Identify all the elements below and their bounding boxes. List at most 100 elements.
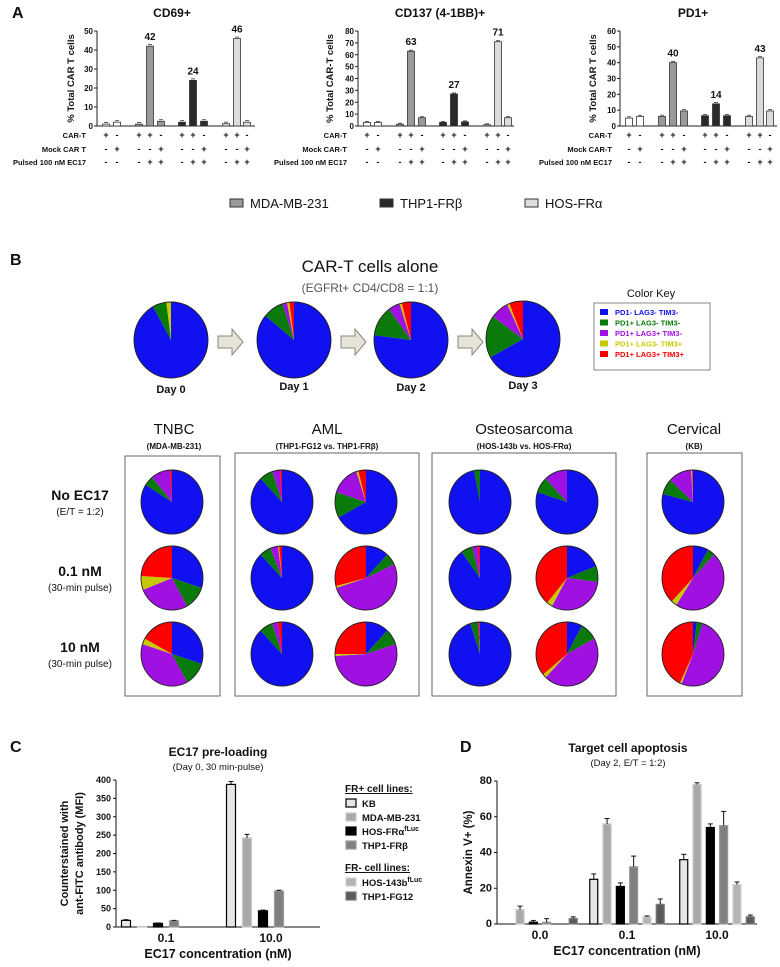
sign: - (410, 144, 413, 154)
sign: - (192, 144, 195, 154)
pie-slice (145, 477, 172, 502)
data-label: 40 (667, 49, 679, 60)
y-axis-label: ant-FITC antibody (MFI) (74, 792, 86, 915)
legend-label: THP1-FG12 (362, 892, 413, 903)
x-tick-label: 0.1 (158, 931, 175, 945)
sign: + (757, 157, 762, 167)
pie-slice (567, 622, 582, 654)
panel-label-c: C (10, 739, 22, 756)
sign: + (484, 130, 489, 140)
sign: - (704, 144, 707, 154)
y-tick-label: 40 (345, 75, 354, 84)
pie-slice (478, 622, 480, 654)
row-label: Mock CAR-T (567, 145, 612, 154)
condition-label: 0.1 nM (58, 563, 102, 579)
legend-item: HOS-143bfLuc (345, 877, 422, 889)
condition-sublabel: (30-min pulse) (48, 659, 112, 670)
data-label: 71 (492, 28, 504, 39)
panel-label-d: D (460, 739, 472, 756)
pie-slice (461, 547, 480, 578)
pie-outline (485, 300, 561, 378)
bar (157, 120, 165, 127)
sign: + (451, 130, 456, 140)
pie-slice (289, 302, 294, 340)
chart-title: CD69+ (153, 6, 191, 20)
sign: - (464, 130, 467, 140)
bar (168, 920, 180, 928)
sign: - (399, 157, 402, 167)
y-tick-label: 40 (607, 59, 616, 68)
pie-slice (478, 546, 480, 578)
sign: - (399, 144, 402, 154)
pie-outline (535, 621, 599, 687)
pie-slice (692, 470, 693, 502)
sign: - (486, 157, 489, 167)
pie-slice (681, 623, 724, 686)
pie-chart (133, 301, 209, 379)
condition-sublabel: (30-min pulse) (48, 583, 112, 594)
sign: + (767, 157, 772, 167)
bar (712, 103, 720, 127)
sign: - (181, 144, 184, 154)
group-box (646, 452, 743, 697)
pie-slice (662, 470, 724, 535)
y-tick-label: 0 (106, 922, 111, 932)
sign: + (505, 157, 510, 167)
pie-chart (373, 301, 449, 379)
pie-slice (336, 564, 397, 610)
sign: + (505, 144, 510, 154)
y-tick-label: 60 (607, 27, 616, 36)
pie-chart (140, 545, 204, 611)
sign: - (726, 130, 729, 140)
pie-outline (133, 301, 209, 379)
y-tick-label: 20 (480, 882, 492, 894)
x-tick-label: 10.0 (705, 928, 729, 942)
legend-item: MDA-MB-231 (345, 812, 421, 824)
sign: - (105, 157, 108, 167)
pie-slice (567, 546, 596, 578)
pie-slice (691, 470, 693, 502)
sign: - (105, 144, 108, 154)
y-tick-label: 300 (96, 812, 111, 822)
bar (273, 890, 285, 928)
sign: - (748, 157, 751, 167)
sign: + (767, 144, 772, 154)
sign: + (746, 130, 751, 140)
pie-chart (485, 300, 561, 378)
legend-item: THP1-FRβ (345, 840, 408, 852)
pie-slice (278, 622, 282, 654)
group-subtitle: (HOS-143b vs. HOS-FRα) (477, 442, 572, 451)
bar (243, 121, 251, 127)
pie-slice (334, 492, 366, 518)
sign: + (724, 144, 729, 154)
pie-slice (272, 622, 282, 654)
chart-title: PD1+ (678, 6, 708, 20)
bar (705, 826, 715, 925)
bar (363, 122, 371, 127)
sign: - (704, 157, 707, 167)
bar (766, 110, 774, 127)
sign: + (440, 130, 445, 140)
data-label: 42 (144, 32, 156, 43)
color-key-box (593, 302, 711, 371)
color-swatch (600, 319, 608, 326)
pie-chart (535, 545, 599, 611)
pie-slice (693, 622, 697, 654)
pie-slice (335, 622, 366, 654)
pie-slice (509, 301, 523, 339)
pie-chart (661, 621, 725, 687)
sign: - (759, 144, 762, 154)
legend-label: MDA-MB-231 (362, 813, 421, 824)
y-tick-label: 50 (84, 27, 93, 36)
data-label: 14 (710, 90, 722, 101)
pie-slice (493, 304, 523, 339)
bar (374, 122, 382, 127)
sign: + (408, 157, 413, 167)
pie-slice (535, 622, 567, 675)
pie-slice (676, 554, 725, 611)
pie-outline (661, 469, 725, 535)
bar (504, 117, 512, 127)
group-box (234, 452, 420, 697)
sign: + (244, 157, 249, 167)
pie-outline (334, 621, 398, 687)
